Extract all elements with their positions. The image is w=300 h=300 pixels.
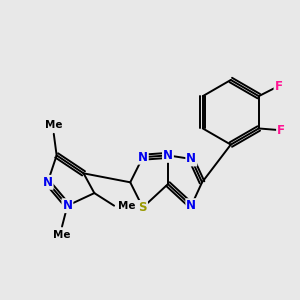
Text: N: N <box>138 151 148 164</box>
Text: Me: Me <box>118 201 135 211</box>
Text: N: N <box>186 199 196 212</box>
Text: F: F <box>277 124 285 137</box>
Text: S: S <box>139 201 147 214</box>
Text: N: N <box>62 199 72 212</box>
Text: Me: Me <box>45 120 62 130</box>
Text: N: N <box>163 149 173 162</box>
Text: Me: Me <box>53 230 71 240</box>
Text: N: N <box>43 176 53 189</box>
Text: F: F <box>274 80 283 93</box>
Text: N: N <box>186 152 196 166</box>
